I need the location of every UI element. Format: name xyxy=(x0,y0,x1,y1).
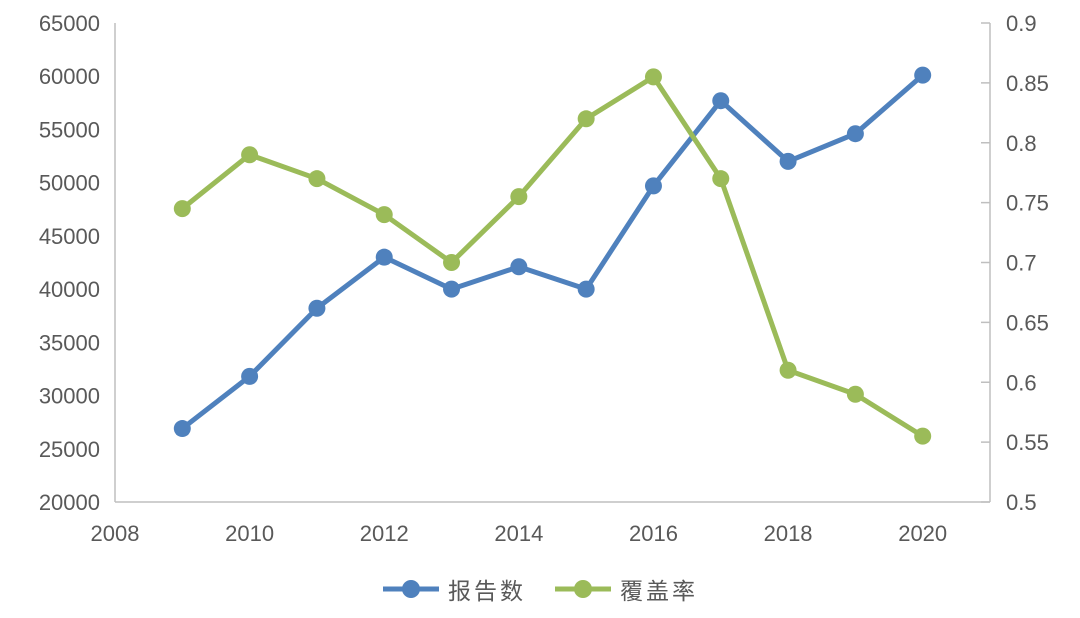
legend-label-reports: 报告数 xyxy=(448,578,526,604)
coverage-series-marker-icon xyxy=(555,580,611,598)
svg-text:50000: 50000 xyxy=(39,171,100,196)
svg-text:0.85: 0.85 xyxy=(1006,71,1049,96)
svg-text:2016: 2016 xyxy=(629,521,678,546)
svg-text:40000: 40000 xyxy=(39,277,100,302)
svg-text:55000: 55000 xyxy=(39,117,100,142)
svg-text:0.75: 0.75 xyxy=(1006,191,1049,216)
legend-label-coverage: 覆盖率 xyxy=(620,578,698,604)
svg-text:2014: 2014 xyxy=(494,521,543,546)
svg-text:25000: 25000 xyxy=(39,437,100,462)
svg-text:0.65: 0.65 xyxy=(1006,310,1049,335)
svg-text:2012: 2012 xyxy=(360,521,409,546)
svg-text:0.9: 0.9 xyxy=(1006,11,1037,36)
svg-text:20000: 20000 xyxy=(39,490,100,515)
legend-item-reports: 报告数 xyxy=(382,572,526,606)
legend: 报告数 覆盖率 xyxy=(0,564,1080,614)
svg-text:35000: 35000 xyxy=(39,330,100,355)
svg-text:0.8: 0.8 xyxy=(1006,131,1037,156)
svg-text:2008: 2008 xyxy=(91,521,140,546)
svg-text:0.7: 0.7 xyxy=(1006,251,1037,276)
reports-series-marker-icon xyxy=(383,580,439,598)
svg-text:65000: 65000 xyxy=(39,11,100,36)
chart-canvas: 20000 25000 30000 35000 40000 45000 50000 55000… xyxy=(39,11,1049,546)
svg-text:2010: 2010 xyxy=(225,521,274,546)
svg-text:0.5: 0.5 xyxy=(1006,490,1037,515)
svg-text:2018: 2018 xyxy=(764,521,813,546)
legend-item-coverage: 覆盖率 xyxy=(554,572,698,606)
svg-text:60000: 60000 xyxy=(39,64,100,89)
svg-text:2020: 2020 xyxy=(898,521,947,546)
svg-text:0.55: 0.55 xyxy=(1006,430,1049,455)
svg-text:45000: 45000 xyxy=(39,224,100,249)
svg-text:30000: 30000 xyxy=(39,384,100,409)
svg-text:0.6: 0.6 xyxy=(1006,370,1037,395)
